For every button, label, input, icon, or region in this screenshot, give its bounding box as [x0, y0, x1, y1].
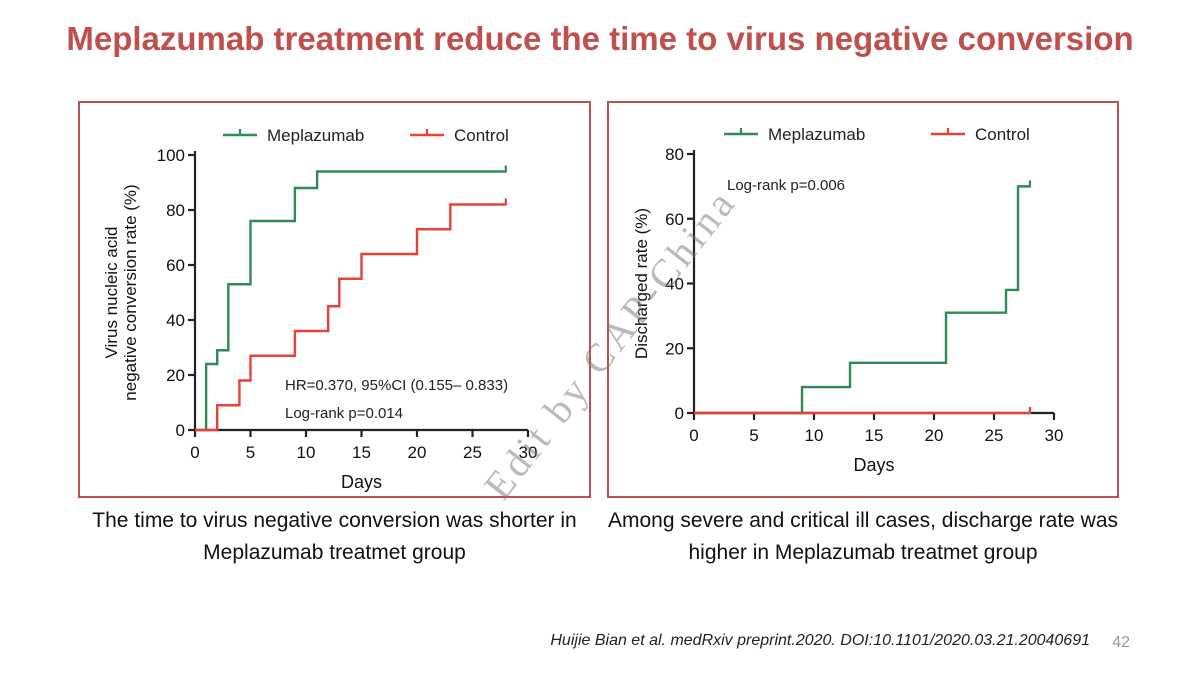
series-line-control [195, 203, 506, 432]
legend-label-control: Control [454, 126, 509, 145]
x-tick-label: 5 [749, 426, 758, 445]
x-tick-label: 15 [352, 443, 371, 462]
x-tick-label: 15 [865, 426, 884, 445]
x-tick-label: 5 [246, 443, 255, 462]
y-axis-label-line: Virus nucleic acid [102, 227, 121, 359]
x-tick-label: 20 [925, 426, 944, 445]
y-axis-label-line: negative conversion rate (%) [121, 184, 140, 400]
x-axis-label: Days [853, 455, 894, 475]
y-axis-label-line: Discharged rate (%) [632, 208, 651, 359]
series-line-meplazumab [694, 185, 1030, 415]
y-tick-label: 80 [166, 201, 185, 220]
x-axis-label: Days [341, 472, 382, 492]
citation: Huijie Bian et al. medRxiv preprint.2020… [550, 632, 1090, 649]
y-tick-label: 80 [665, 145, 684, 164]
page-number: 42 [1112, 634, 1130, 651]
y-tick-label: 100 [157, 146, 185, 165]
x-tick-label: 10 [805, 426, 824, 445]
legend-label-meplazumab: Meplazumab [267, 126, 364, 145]
x-tick-label: 25 [985, 426, 1004, 445]
y-axis-label: Virus nucleic acid negative conversion ra… [102, 184, 140, 400]
x-tick-label: 25 [463, 443, 482, 462]
chart-panel-discharge: 0 20 40 60 80 0 5 10 15 20 25 30 Days Discharged rate… [607, 101, 1119, 498]
y-tick-label: 40 [166, 311, 185, 330]
x-tick-label: 10 [297, 443, 316, 462]
x-tick-label: 20 [408, 443, 427, 462]
chart-panel-virus-conversion: 0 20 40 60 80 100 0 5 10 15 20 25 30 Days Virus nuclei… [78, 101, 591, 498]
y-tick-label: 60 [665, 210, 684, 229]
km-chart-discharge: 0 20 40 60 80 0 5 10 15 20 25 30 Days Discharged rate… [632, 125, 1064, 475]
x-tick-label: 30 [1045, 426, 1064, 445]
chart-annotation: HR=0.370, 95%CI (0.155– 0.833) [285, 377, 508, 394]
caption-virus-conversion: The time to virus negative conversion wa… [92, 509, 577, 564]
series-line-meplazumab [195, 170, 506, 432]
x-tick-label: 0 [689, 426, 698, 445]
legend-label-meplazumab: Meplazumab [768, 125, 865, 144]
chart-annotation: Log-rank p=0.006 [727, 177, 845, 194]
chart-annotation: Log-rank p=0.014 [285, 405, 403, 422]
y-tick-label: 60 [166, 256, 185, 275]
y-tick-label: 0 [675, 404, 684, 423]
km-chart-virus-conversion: 0 20 40 60 80 100 0 5 10 15 20 25 30 Days Virus nuclei… [102, 126, 538, 492]
x-tick-label: 30 [519, 443, 538, 462]
y-tick-label: 20 [166, 366, 185, 385]
caption-discharge: Among severe and critical ill cases, dis… [607, 509, 1119, 564]
y-tick-label: 40 [665, 275, 684, 294]
slide-title: Meplazumab treatment reduce the time to … [66, 20, 1134, 57]
y-tick-label: 20 [665, 339, 684, 358]
x-tick-label: 0 [190, 443, 199, 462]
y-tick-label: 0 [176, 421, 185, 440]
y-axis-label: Discharged rate (%) [632, 208, 651, 359]
legend-label-control: Control [975, 125, 1030, 144]
